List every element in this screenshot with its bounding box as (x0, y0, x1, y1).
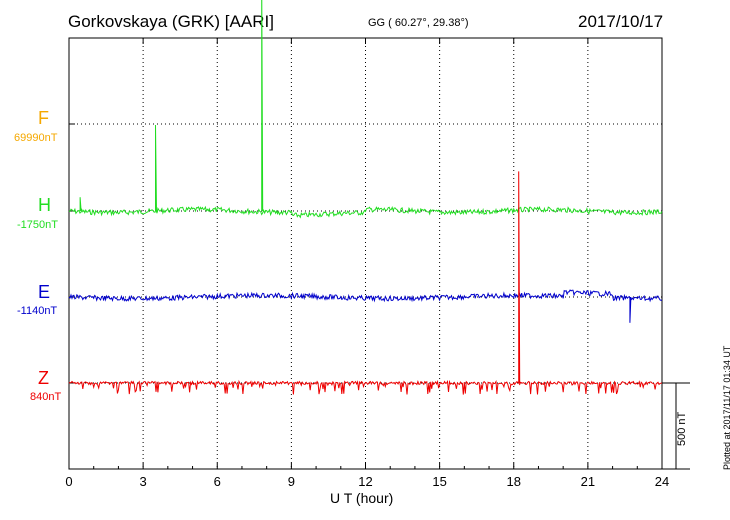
grid (69, 38, 662, 469)
station-title: Gorkovskaya (GRK) [AARI] (68, 12, 274, 31)
x-tick-label: 21 (581, 474, 595, 489)
baseline-label-z: 840nT (30, 391, 62, 403)
x-axis-label: U T (hour) (330, 490, 394, 506)
x-ticks: 0 3 6 9 12 15 18 21 24 (65, 38, 669, 489)
series-label-f: F (38, 108, 49, 128)
trace-z (68, 171, 663, 395)
baseline-label-h: -1750nT (17, 219, 58, 231)
date-label: 2017/10/17 (578, 12, 664, 31)
x-tick-label: 15 (432, 474, 446, 489)
x-tick-label: 9 (288, 474, 295, 489)
series-label-h: H (38, 195, 51, 215)
traces (68, 0, 663, 395)
series-label-e: E (38, 282, 51, 302)
x-tick-label: 3 (140, 474, 147, 489)
trace-e (68, 289, 663, 323)
baseline-label-f: 69990nT (14, 132, 58, 144)
x-tick-label: 6 (214, 474, 221, 489)
trace-h (68, 0, 663, 219)
x-tick-label: 24 (655, 474, 669, 489)
baseline-label-e: -1140nT (17, 305, 58, 317)
series-label-z: Z (38, 368, 49, 388)
scale-bar (662, 382, 690, 470)
x-tick-label: 0 (65, 474, 72, 489)
x-tick-label: 12 (358, 474, 372, 489)
x-tick-label: 18 (507, 474, 521, 489)
geographic-coordinates: GG ( 60.27°, 29.38°) (368, 17, 469, 29)
